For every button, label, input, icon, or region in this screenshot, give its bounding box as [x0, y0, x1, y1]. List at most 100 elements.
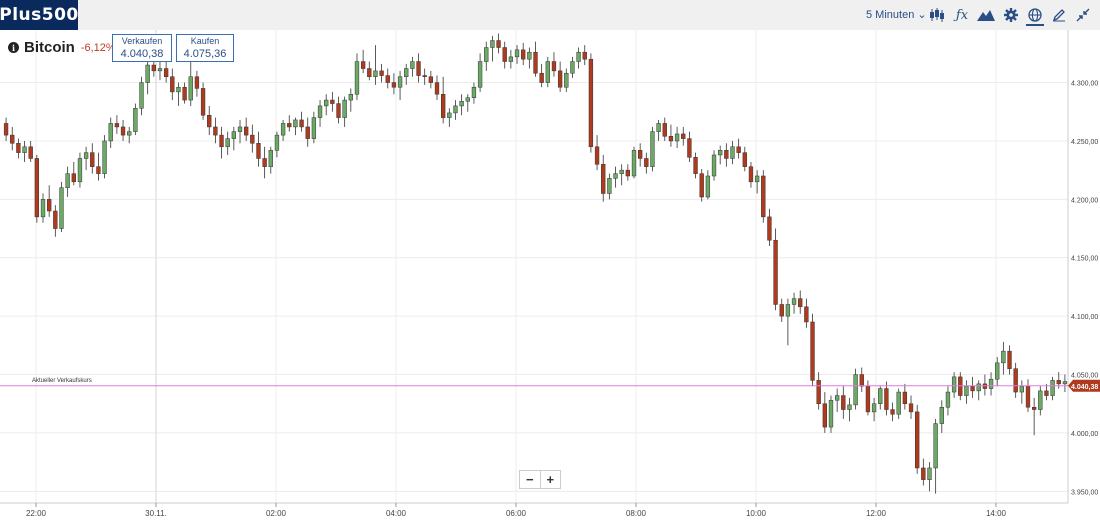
candle-down [379, 70, 384, 76]
candle-down [582, 51, 587, 60]
candle-up [471, 86, 477, 98]
candle-up [231, 131, 237, 139]
candle-down [330, 99, 335, 104]
candle-up [404, 68, 409, 77]
candle-up [1019, 385, 1024, 393]
draw-pencil-icon[interactable] [1050, 6, 1068, 24]
candle-down [699, 173, 704, 198]
candle-down [1044, 390, 1049, 396]
candle-up [490, 40, 495, 48]
candle-down [391, 82, 397, 88]
candle-down [662, 123, 667, 137]
x-tick-label: 02:00 [266, 509, 287, 518]
candle-down [908, 403, 914, 413]
candle-down [767, 216, 772, 241]
candle-down [625, 169, 630, 177]
candle-down [533, 51, 538, 74]
candle-down [601, 164, 606, 194]
candle-up [237, 126, 243, 132]
candle-up [354, 61, 360, 95]
candle-up [514, 49, 520, 58]
interval-label: 5 Minuten [866, 9, 915, 21]
x-tick-label: 06:00 [506, 509, 527, 518]
collapse-icon[interactable] [1074, 6, 1092, 24]
candle-up [397, 76, 403, 88]
candle-down [256, 143, 261, 159]
candle-up [730, 146, 735, 159]
candle-down [71, 173, 76, 183]
candle-down [496, 40, 501, 48]
candle-down [724, 150, 729, 159]
zoom-out-button[interactable]: − [525, 472, 534, 487]
info-icon[interactable]: i [8, 42, 19, 53]
candle-up [828, 399, 834, 428]
candle-down [539, 72, 544, 83]
gear-icon[interactable] [1002, 6, 1020, 24]
candle-up [348, 93, 353, 101]
candle-down [53, 210, 58, 229]
candle-down [47, 199, 52, 212]
candle-up [139, 82, 144, 109]
mountain-chart-icon[interactable] [977, 6, 995, 24]
candle-down [644, 158, 649, 167]
candle-down [219, 134, 224, 148]
candle-down [551, 61, 557, 72]
candle-down [336, 103, 341, 118]
current-price-label: Aktueller Verkaufskurs [32, 378, 92, 384]
candle-up [342, 99, 347, 118]
candle-down [902, 391, 908, 404]
candle-down [416, 61, 421, 76]
candle-down [16, 143, 21, 153]
candle-up [484, 47, 489, 62]
zoom-in-button[interactable]: + [539, 471, 561, 488]
candle-down [915, 411, 920, 469]
candle-down [96, 166, 101, 174]
candle-up [607, 178, 612, 194]
function-icon[interactable]: ƒx [955, 7, 969, 23]
candle-up [545, 61, 550, 83]
y-tick-label: 4.150,00 [1071, 256, 1098, 263]
candle-down [120, 126, 126, 136]
candle-down [773, 239, 778, 305]
y-tick-label: 4.000,00 [1071, 431, 1098, 438]
candle-down [1007, 350, 1012, 369]
x-tick-label: 30.11. [145, 509, 167, 518]
interval-dropdown[interactable]: 5 Minuten ⌄ [866, 8, 927, 21]
candle-down [213, 126, 218, 136]
candle-up [613, 173, 618, 179]
candle-down [521, 49, 526, 60]
x-axis: 22:00 30.11. 02:00 04:00 06:00 08:00 10:00 12:0… [0, 502, 1068, 518]
y-axis: 4.300,00 4.250,00 4.200,00 4.150,00 4.100,00… [1067, 30, 1098, 503]
candle-down [1013, 368, 1018, 393]
candle-up [988, 378, 994, 389]
buy-button[interactable]: Kaufen 4.075,36 [176, 34, 234, 62]
candle-up [477, 61, 483, 88]
candle-down [434, 82, 440, 95]
candlestick-icon[interactable] [928, 6, 946, 24]
sell-button[interactable]: Verkaufen 4.040,38 [112, 34, 172, 62]
candle-up [951, 376, 957, 393]
y-tick-label: 4.200,00 [1071, 197, 1098, 204]
candle-up [1062, 381, 1068, 385]
sell-label: Verkaufen [121, 36, 163, 46]
plus500-logo[interactable]: Plus500 [0, 0, 78, 30]
current-price-tag [1068, 379, 1100, 392]
candle-down [250, 134, 255, 144]
y-tick-label: 4.100,00 [1071, 314, 1098, 321]
candles [3, 33, 1068, 494]
x-tick-label: 22:00 [26, 509, 47, 518]
candle-down [557, 70, 563, 88]
candle-up [188, 76, 193, 101]
candle-up [570, 61, 575, 74]
instrument-name: Bitcoin [24, 39, 75, 56]
x-tick-label: 08:00 [626, 509, 647, 518]
globe-icon[interactable] [1026, 6, 1044, 26]
candle-down [693, 157, 698, 174]
candle-up [274, 134, 280, 151]
candle-up [133, 107, 138, 132]
candle-down [360, 61, 366, 69]
candle-up [1038, 390, 1043, 410]
candle-up [933, 423, 938, 469]
candle-down [34, 158, 40, 218]
